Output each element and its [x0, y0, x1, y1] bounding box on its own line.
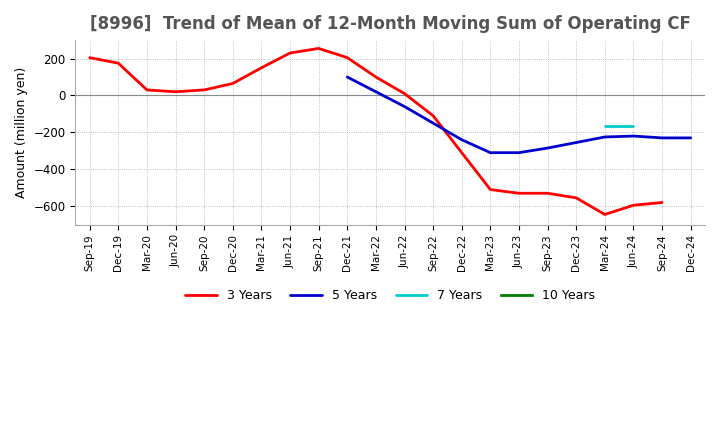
- 5 Years: [429, 121, 438, 126]
- 5 Years: [400, 104, 409, 109]
- 5 Years: [372, 89, 380, 95]
- 3 Years: [600, 212, 609, 217]
- 5 Years: [686, 135, 695, 140]
- 3 Years: [372, 74, 380, 80]
- 3 Years: [286, 51, 294, 56]
- 3 Years: [171, 89, 180, 95]
- Title: [8996]  Trend of Mean of 12-Month Moving Sum of Operating CF: [8996] Trend of Mean of 12-Month Moving …: [90, 15, 690, 33]
- 5 Years: [629, 133, 638, 139]
- 3 Years: [572, 195, 580, 201]
- Y-axis label: Amount (million yen): Amount (million yen): [15, 67, 28, 198]
- 3 Years: [228, 81, 237, 86]
- 5 Years: [572, 140, 580, 145]
- 5 Years: [515, 150, 523, 155]
- 3 Years: [343, 55, 351, 60]
- 5 Years: [544, 145, 552, 150]
- 3 Years: [400, 91, 409, 96]
- 3 Years: [457, 150, 466, 155]
- 3 Years: [143, 87, 151, 92]
- 3 Years: [515, 191, 523, 196]
- 3 Years: [114, 61, 122, 66]
- 3 Years: [315, 46, 323, 51]
- 3 Years: [544, 191, 552, 196]
- Line: 5 Years: 5 Years: [347, 77, 690, 153]
- 5 Years: [658, 135, 667, 140]
- 5 Years: [343, 74, 351, 80]
- 5 Years: [486, 150, 495, 155]
- 7 Years: [629, 123, 638, 128]
- 3 Years: [658, 200, 667, 205]
- Line: 3 Years: 3 Years: [90, 48, 662, 214]
- 3 Years: [629, 202, 638, 208]
- 7 Years: [600, 123, 609, 128]
- 3 Years: [486, 187, 495, 192]
- 3 Years: [200, 87, 209, 92]
- 3 Years: [257, 65, 266, 70]
- 3 Years: [429, 113, 438, 118]
- 3 Years: [86, 55, 94, 60]
- 5 Years: [600, 134, 609, 139]
- 5 Years: [457, 137, 466, 143]
- Legend: 3 Years, 5 Years, 7 Years, 10 Years: 3 Years, 5 Years, 7 Years, 10 Years: [181, 284, 600, 307]
